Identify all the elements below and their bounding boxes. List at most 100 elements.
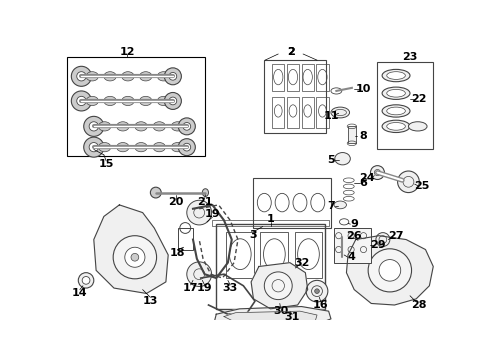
Bar <box>253 178 331 228</box>
Bar <box>272 64 285 91</box>
Circle shape <box>89 122 98 131</box>
Polygon shape <box>224 311 317 320</box>
Ellipse shape <box>202 189 209 197</box>
Ellipse shape <box>387 72 405 80</box>
Ellipse shape <box>387 122 405 130</box>
Text: 24: 24 <box>360 173 375 183</box>
Bar <box>272 97 285 128</box>
Circle shape <box>397 171 419 193</box>
Circle shape <box>315 289 319 293</box>
Bar <box>377 62 433 149</box>
Ellipse shape <box>334 201 346 209</box>
Bar <box>216 224 325 309</box>
Circle shape <box>89 143 98 152</box>
Ellipse shape <box>104 96 116 105</box>
Text: 29: 29 <box>369 240 385 250</box>
Circle shape <box>379 260 401 281</box>
Circle shape <box>183 122 191 130</box>
Text: 19: 19 <box>197 283 213 293</box>
Text: 13: 13 <box>143 296 158 306</box>
Text: 25: 25 <box>414 181 429 191</box>
Ellipse shape <box>172 143 184 152</box>
Ellipse shape <box>140 96 152 105</box>
Text: 33: 33 <box>222 283 238 293</box>
Polygon shape <box>94 205 168 293</box>
Text: 10: 10 <box>356 84 371 94</box>
Ellipse shape <box>86 72 98 81</box>
Ellipse shape <box>98 143 111 152</box>
Circle shape <box>370 166 385 180</box>
Text: 21: 21 <box>197 197 212 207</box>
Bar <box>334 228 371 263</box>
Circle shape <box>355 237 369 250</box>
Circle shape <box>131 253 139 261</box>
Text: 12: 12 <box>120 47 135 57</box>
Ellipse shape <box>331 107 349 118</box>
Bar <box>264 60 326 133</box>
Circle shape <box>178 139 196 156</box>
Text: 19: 19 <box>204 209 220 219</box>
Circle shape <box>78 273 94 288</box>
Ellipse shape <box>117 143 129 152</box>
Ellipse shape <box>140 72 152 81</box>
Text: 20: 20 <box>168 197 184 207</box>
Polygon shape <box>251 263 308 309</box>
Bar <box>301 97 314 128</box>
Ellipse shape <box>86 96 98 105</box>
Circle shape <box>84 137 104 157</box>
Text: 23: 23 <box>402 52 417 62</box>
Text: 17: 17 <box>183 283 198 293</box>
Ellipse shape <box>172 122 184 131</box>
Text: 32: 32 <box>294 258 309 267</box>
Text: 18: 18 <box>170 248 185 258</box>
Bar <box>294 232 322 278</box>
Ellipse shape <box>338 233 345 241</box>
Text: 3: 3 <box>249 230 257 240</box>
Ellipse shape <box>382 105 410 117</box>
Ellipse shape <box>135 122 147 131</box>
Text: 7: 7 <box>327 202 335 211</box>
Ellipse shape <box>335 153 350 165</box>
Text: 27: 27 <box>388 231 404 241</box>
Text: 8: 8 <box>360 131 368 141</box>
Ellipse shape <box>382 87 410 99</box>
Ellipse shape <box>382 69 410 82</box>
Bar <box>260 232 288 278</box>
Ellipse shape <box>104 72 116 81</box>
Ellipse shape <box>157 72 170 81</box>
Bar <box>348 126 356 143</box>
Circle shape <box>187 262 212 287</box>
Text: 5: 5 <box>327 155 335 165</box>
Polygon shape <box>215 306 331 324</box>
Ellipse shape <box>153 122 166 131</box>
Circle shape <box>376 233 390 247</box>
Circle shape <box>306 280 328 302</box>
Ellipse shape <box>409 122 427 131</box>
Ellipse shape <box>157 96 170 105</box>
Circle shape <box>178 118 196 135</box>
Text: 4: 4 <box>348 252 356 262</box>
Text: 11: 11 <box>323 111 339 121</box>
Polygon shape <box>346 236 433 305</box>
Ellipse shape <box>387 107 405 115</box>
Circle shape <box>164 68 181 85</box>
Bar <box>212 220 329 226</box>
Circle shape <box>264 272 292 300</box>
Ellipse shape <box>122 96 134 105</box>
Text: 1: 1 <box>267 214 274 224</box>
Circle shape <box>169 72 177 80</box>
Text: 16: 16 <box>313 300 329 310</box>
Ellipse shape <box>382 120 410 132</box>
Ellipse shape <box>98 122 111 131</box>
Circle shape <box>187 200 212 225</box>
Text: 28: 28 <box>412 300 427 310</box>
Ellipse shape <box>150 187 161 198</box>
Text: 2: 2 <box>287 47 294 57</box>
Circle shape <box>125 247 145 267</box>
Text: 31: 31 <box>285 312 300 322</box>
Text: 14: 14 <box>72 288 88 298</box>
Bar <box>316 64 329 91</box>
Bar <box>287 97 299 128</box>
Text: 30: 30 <box>273 306 288 316</box>
Text: 15: 15 <box>98 159 114 169</box>
